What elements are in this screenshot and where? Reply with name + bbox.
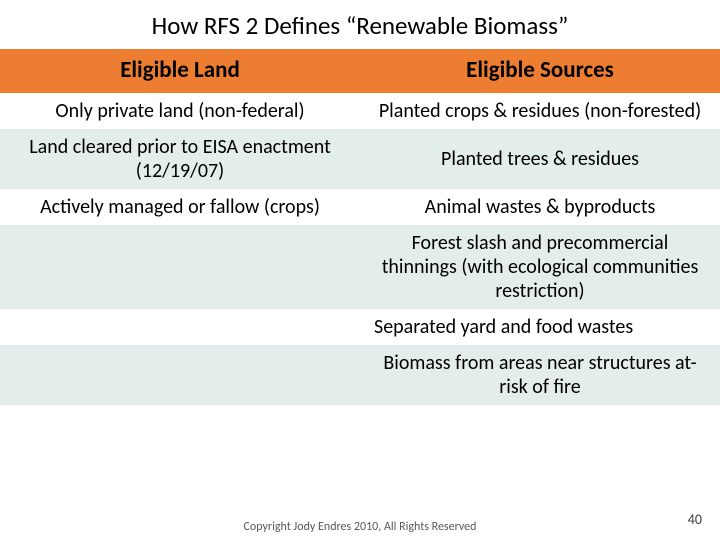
slide-title: How RFS 2 Defines “Renewable Biomass” xyxy=(0,0,720,49)
cell-source: Planted crops & residues (non-forested) xyxy=(360,93,720,129)
table-row: Biomass from areas near structures at-ri… xyxy=(0,345,720,405)
header-right: Eligible Sources xyxy=(360,49,720,93)
cell-land xyxy=(0,345,360,405)
cell-source: Animal wastes & byproducts xyxy=(360,189,720,225)
cell-source: Forest slash and precommercial thinnings… xyxy=(360,225,720,309)
definition-table: Eligible Land Eligible Sources Only priv… xyxy=(0,49,720,405)
cell-land xyxy=(0,225,360,309)
cell-source: Planted trees & residues xyxy=(360,129,720,189)
table-row: Actively managed or fallow (crops) Anima… xyxy=(0,189,720,225)
copyright-footer: Copyright Jody Endres 2010, All Rights R… xyxy=(0,520,720,534)
cell-land: Only private land (non-federal) xyxy=(0,93,360,129)
table-header-row: Eligible Land Eligible Sources xyxy=(0,49,720,93)
table-row: Forest slash and precommercial thinnings… xyxy=(0,225,720,309)
cell-land xyxy=(0,309,360,345)
page-number: 40 xyxy=(688,511,702,528)
header-left: Eligible Land xyxy=(0,49,360,93)
table-row: Only private land (non-federal) Planted … xyxy=(0,93,720,129)
cell-source: Biomass from areas near structures at-ri… xyxy=(360,345,720,405)
table-row: Land cleared prior to EISA enactment (12… xyxy=(0,129,720,189)
cell-source: Separated yard and food wastes xyxy=(360,309,720,345)
cell-land: Land cleared prior to EISA enactment (12… xyxy=(0,129,360,189)
cell-land: Actively managed or fallow (crops) xyxy=(0,189,360,225)
table-row: Separated yard and food wastes xyxy=(0,309,720,345)
